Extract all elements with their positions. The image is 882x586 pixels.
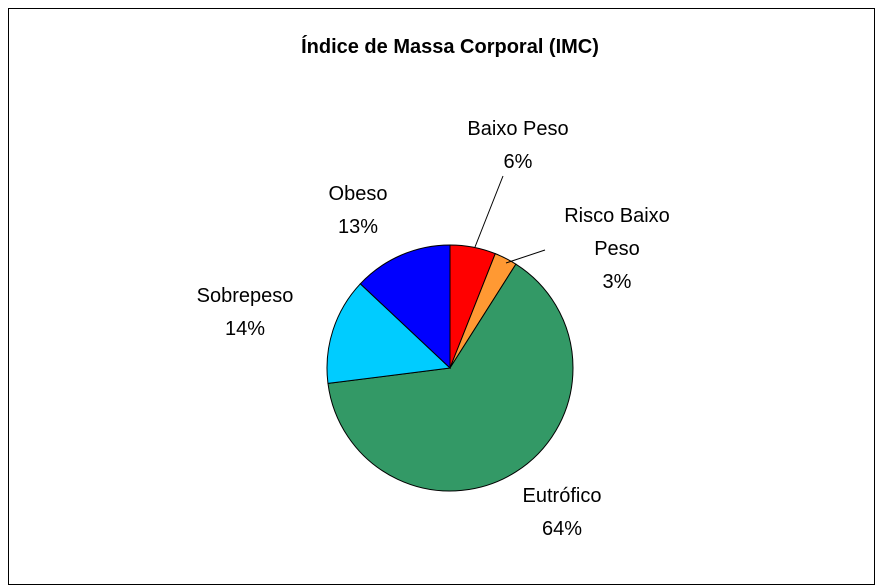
slice-percent: 3% [602, 271, 632, 293]
slice-percent: 64% [541, 518, 583, 540]
slice-label: Obeso 13% [288, 178, 428, 244]
chart-title: Índice de Massa Corporal (IMC) [301, 36, 599, 58]
pie-slice [327, 263, 574, 492]
slice-label: Risco Baixo Peso 3% [547, 200, 687, 299]
slice-name: Risco Baixo Peso [564, 205, 670, 260]
slice-name: Obeso [328, 183, 388, 205]
slice-name: Sobrepeso [196, 285, 294, 307]
slice-percent: 14% [224, 318, 266, 340]
slice-percent: 6% [503, 151, 533, 173]
slice-name: Eutrófico [522, 485, 602, 507]
slice-percent: 13% [337, 216, 379, 238]
pie [326, 244, 574, 492]
slice-name: Baixo Peso [467, 118, 569, 140]
pie-slice [326, 283, 452, 384]
slice-label: Baixo Peso 6% [448, 113, 588, 179]
slice-label: Sobrepeso 14% [175, 280, 315, 346]
leader-line [505, 249, 546, 264]
leader-line [474, 175, 504, 248]
pie-slice [359, 244, 451, 370]
slice-label: Eutrófico 64% [492, 480, 632, 546]
